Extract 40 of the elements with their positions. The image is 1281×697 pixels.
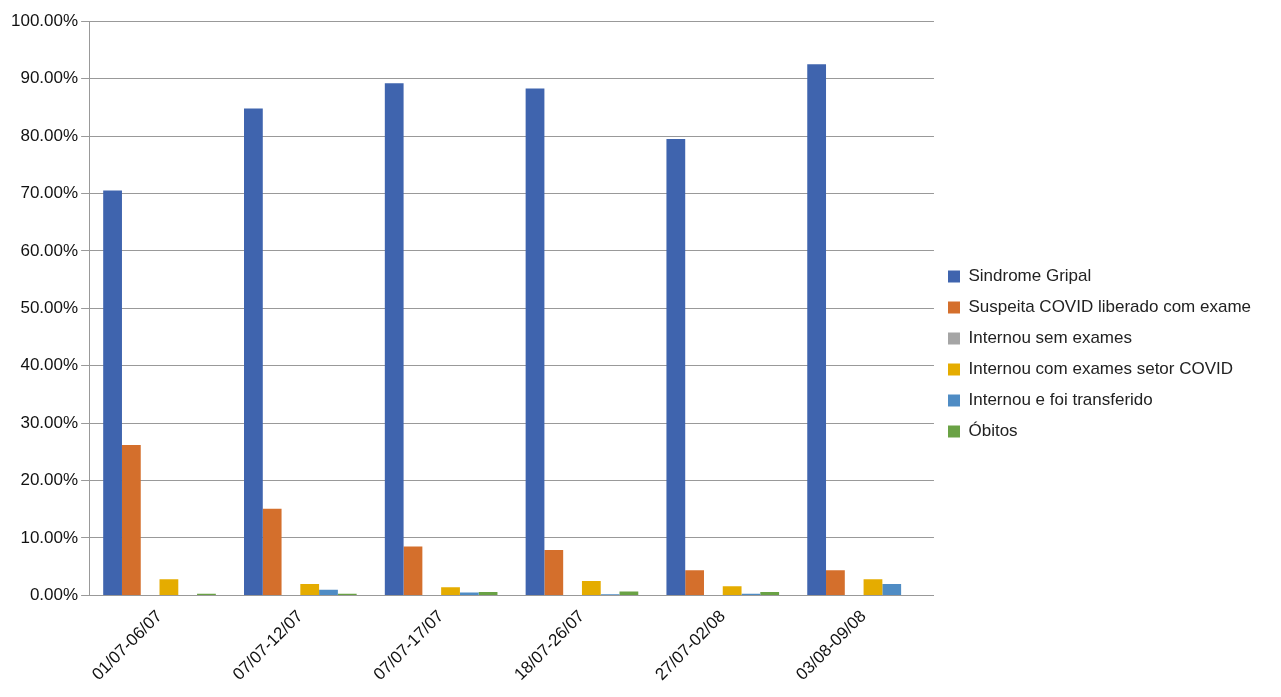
bar	[300, 583, 320, 595]
y-tick-label: 80.00%	[20, 125, 79, 145]
bar	[581, 581, 601, 595]
bar	[544, 550, 564, 595]
y-tick-label: 0.00%	[29, 585, 79, 605]
bar	[685, 570, 704, 595]
legend-label: Sindrome Gripal	[968, 266, 1092, 286]
legend-label: Internou e foi transferido	[968, 390, 1153, 410]
legend-label: Internou sem exames	[968, 328, 1132, 348]
bar	[103, 190, 122, 595]
bar	[244, 108, 263, 595]
bar	[441, 587, 460, 595]
bar	[403, 546, 423, 595]
bar	[384, 83, 404, 595]
bar	[760, 591, 780, 595]
bar	[478, 591, 498, 595]
y-tick-label: 60.00%	[20, 240, 79, 260]
bar	[722, 586, 742, 595]
y-tick-label: 30.00%	[20, 412, 79, 432]
legend-label: Suspeita COVID liberado com exame	[968, 297, 1252, 317]
y-tick-label: 70.00%	[20, 183, 79, 203]
bar	[666, 138, 686, 595]
y-tick-label: 20.00%	[20, 470, 79, 490]
bar	[882, 583, 902, 595]
legend-label: Óbitos	[968, 421, 1018, 441]
bar	[319, 589, 338, 595]
bar	[807, 64, 827, 595]
bar	[159, 579, 179, 595]
y-tick-label: 100.00%	[10, 10, 79, 30]
bar	[619, 591, 639, 595]
bar	[525, 88, 545, 595]
bar	[262, 508, 282, 595]
y-tick-label: 50.00%	[20, 297, 79, 317]
legend-label: Internou com exames setor COVID	[968, 359, 1234, 379]
y-tick-label: 90.00%	[20, 68, 79, 88]
bar	[826, 570, 845, 595]
bar	[121, 444, 141, 595]
y-tick-label: 40.00%	[20, 355, 79, 375]
y-tick-label: 10.00%	[20, 527, 79, 547]
bar	[863, 579, 883, 595]
